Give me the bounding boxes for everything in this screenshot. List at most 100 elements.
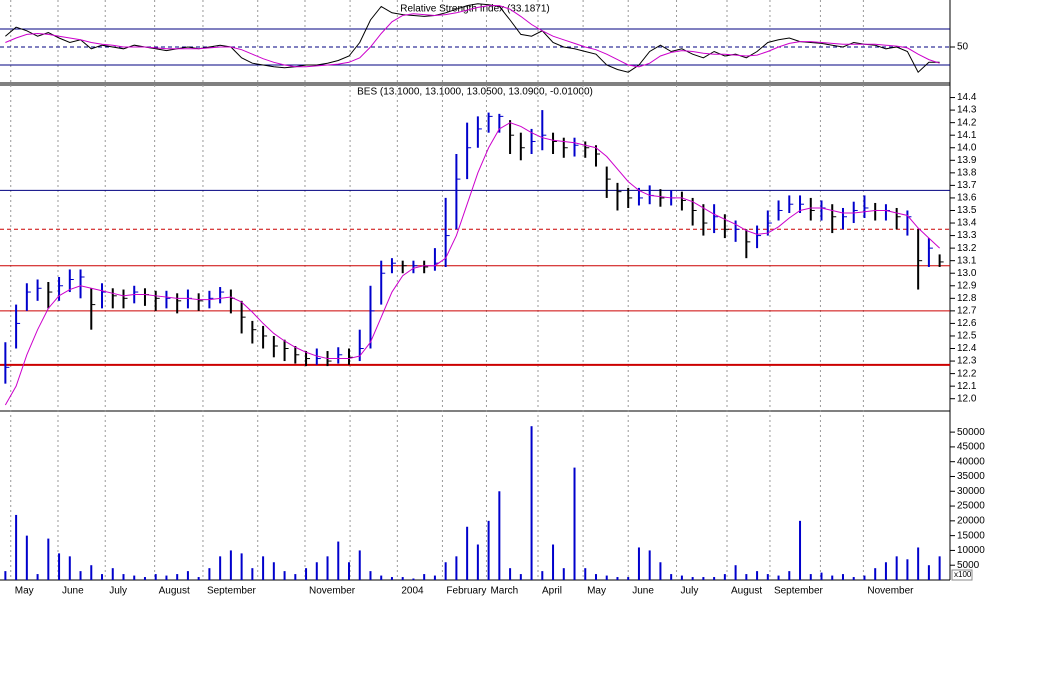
volume-bar — [79, 571, 82, 580]
x-tick-label: 2004 — [401, 586, 424, 597]
y-tick-label: 13.4 — [957, 218, 977, 229]
rsi-line — [5, 5, 940, 68]
y-tick-label: 20000 — [957, 515, 985, 526]
x-tick-label: April — [542, 586, 562, 597]
y-tick-label: 12.8 — [957, 293, 977, 304]
volume-bar — [562, 568, 565, 580]
y-tick-label: 50 — [957, 42, 969, 53]
x-tick-label: September — [207, 586, 257, 597]
volume-bar — [852, 577, 855, 580]
y-tick-label: 12.7 — [957, 306, 977, 317]
volume-bar — [176, 574, 179, 580]
volume-bar — [47, 538, 50, 580]
volume-bar — [240, 553, 243, 580]
y-tick-label: 13.8 — [957, 167, 977, 178]
x-tick-label: August — [159, 586, 190, 597]
volume-bar — [659, 562, 662, 580]
volume-bar — [831, 575, 834, 580]
price-title: BES (13.1000, 13.1000, 13.0500, 13.0900,… — [357, 87, 593, 98]
y-tick-label: 14.4 — [957, 92, 977, 103]
volume-bar — [476, 544, 479, 580]
volume-bar — [154, 574, 157, 580]
volume-bar — [208, 568, 211, 580]
volume-bar — [101, 574, 104, 580]
y-tick-label: 35000 — [957, 471, 985, 482]
y-tick-label: 30000 — [957, 486, 985, 497]
y-tick-label: 40000 — [957, 456, 985, 467]
y-tick-label: 14.0 — [957, 142, 977, 153]
volume-bar — [348, 562, 351, 580]
y-tick-label: 25000 — [957, 501, 985, 512]
volume-bar — [122, 574, 125, 580]
volume-bar — [573, 467, 576, 580]
x-tick-label: May — [15, 586, 34, 597]
volume-bar — [165, 575, 168, 580]
volume-bar — [541, 571, 544, 580]
y-tick-label: 13.2 — [957, 243, 977, 254]
volume-bar — [680, 575, 683, 580]
x-tick-label: July — [109, 586, 127, 597]
unit-box — [951, 569, 973, 581]
rsi-line — [5, 3, 940, 74]
volume-bar — [58, 553, 61, 580]
y-tick-label: 13.3 — [957, 230, 977, 241]
volume-bar — [917, 547, 920, 580]
volume-bar — [133, 575, 136, 580]
volume-bar — [809, 574, 812, 580]
volume-bar — [15, 514, 18, 580]
x-tick-label: November — [309, 586, 356, 597]
volume-bar — [219, 556, 222, 580]
volume-bar — [820, 572, 823, 580]
volume-bar — [401, 577, 404, 580]
volume-bar — [713, 577, 716, 580]
volume-bar — [380, 575, 383, 580]
x-tick-label: November — [867, 586, 914, 597]
volume-bar — [927, 565, 930, 580]
volume-bar — [305, 568, 308, 580]
volume-bar — [262, 556, 265, 580]
volume-bar — [315, 562, 318, 580]
volume-bar — [283, 571, 286, 580]
y-tick-label: 13.5 — [957, 205, 977, 216]
volume-bar — [197, 577, 200, 580]
volume-bar — [519, 574, 522, 580]
volume-bar — [111, 568, 114, 580]
volume-bar — [4, 571, 7, 580]
volume-bar — [358, 550, 361, 580]
volume-bar — [691, 577, 694, 580]
y-tick-label: 13.7 — [957, 180, 977, 191]
volume-bar — [637, 547, 640, 580]
volume-bar — [423, 574, 426, 580]
y-tick-label: 13.6 — [957, 193, 977, 204]
volume-bar — [186, 571, 189, 580]
volume-bar — [884, 562, 887, 580]
volume-bar — [412, 578, 415, 580]
volume-bar — [605, 575, 608, 580]
volume-bar — [648, 550, 651, 580]
y-tick-label: 12.9 — [957, 280, 977, 291]
volume-bar — [906, 559, 909, 580]
y-tick-label: 45000 — [957, 442, 985, 453]
y-tick-label: 13.1 — [957, 255, 977, 266]
volume-bar — [369, 571, 372, 580]
volume-bar — [766, 574, 769, 580]
x-tick-label: March — [490, 586, 518, 597]
x-tick-label: July — [681, 586, 699, 597]
volume-bar — [777, 575, 780, 580]
y-tick-label: 14.3 — [957, 105, 977, 116]
volume-bar — [552, 544, 555, 580]
y-tick-label: 14.1 — [957, 130, 977, 141]
y-tick-label: 12.4 — [957, 343, 977, 354]
volume-bar — [229, 550, 232, 580]
x-tick-label: June — [632, 586, 654, 597]
volume-bar — [702, 577, 705, 580]
volume-bar — [788, 571, 791, 580]
volume-bar — [90, 565, 93, 580]
volume-bar — [36, 574, 39, 580]
volume-bar — [68, 556, 71, 580]
y-tick-label: 12.6 — [957, 318, 977, 329]
volume-bar — [444, 562, 447, 580]
volume-bar — [337, 541, 340, 580]
